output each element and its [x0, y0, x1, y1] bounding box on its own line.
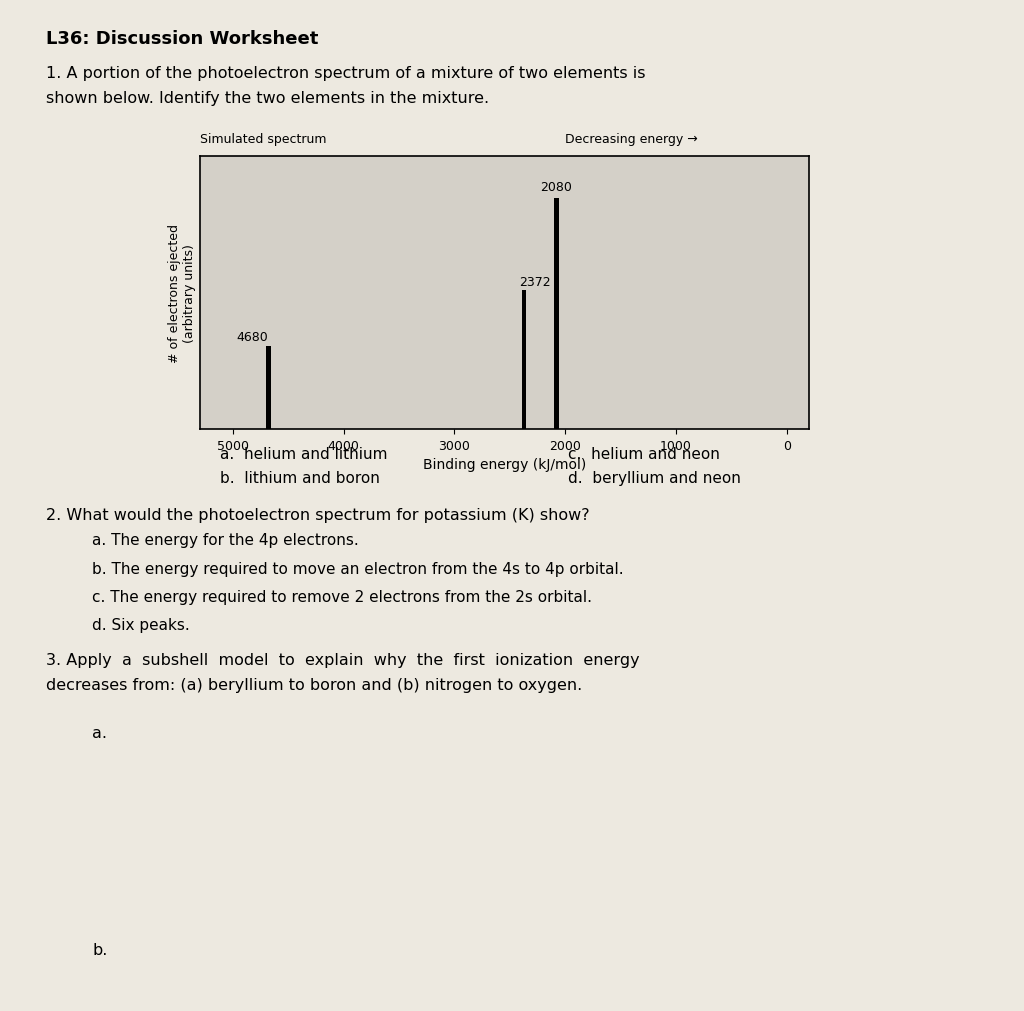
Text: a.  helium and lithium: a. helium and lithium: [220, 447, 388, 462]
Text: d. Six peaks.: d. Six peaks.: [92, 618, 189, 633]
Text: d.  beryllium and neon: d. beryllium and neon: [568, 470, 741, 485]
Text: 1. A portion of the photoelectron spectrum of a mixture of two elements is: 1. A portion of the photoelectron spectr…: [46, 66, 645, 81]
Text: shown below. Identify the two elements in the mixture.: shown below. Identify the two elements i…: [46, 91, 489, 106]
Text: decreases from: (a) beryllium to boron and (b) nitrogen to oxygen.: decreases from: (a) beryllium to boron a…: [46, 677, 583, 693]
Text: Decreasing energy →: Decreasing energy →: [565, 132, 698, 146]
Bar: [522, 291, 526, 430]
Text: Simulated spectrum: Simulated spectrum: [200, 132, 327, 146]
Bar: [554, 198, 559, 430]
Text: 2. What would the photoelectron spectrum for potassium (K) show?: 2. What would the photoelectron spectrum…: [46, 508, 590, 523]
Text: 3. Apply  a  subshell  model  to  explain  why  the  first  ionization  energy: 3. Apply a subshell model to explain why…: [46, 652, 640, 667]
Text: a.: a.: [92, 725, 108, 740]
X-axis label: Binding energy (kJ/mol): Binding energy (kJ/mol): [423, 458, 586, 472]
Text: 2372: 2372: [519, 276, 550, 288]
Bar: [266, 347, 270, 430]
Text: L36: Discussion Worksheet: L36: Discussion Worksheet: [46, 30, 318, 49]
Y-axis label: # of electrons ejected
(arbitrary units): # of electrons ejected (arbitrary units): [168, 223, 196, 363]
Text: c. The energy required to remove 2 electrons from the 2s orbital.: c. The energy required to remove 2 elect…: [92, 589, 592, 605]
Text: b. The energy required to move an electron from the 4s to 4p orbital.: b. The energy required to move an electr…: [92, 561, 624, 576]
Text: b.: b.: [92, 942, 108, 957]
Text: 4680: 4680: [237, 331, 268, 344]
Text: a. The energy for the 4p electrons.: a. The energy for the 4p electrons.: [92, 533, 358, 548]
Text: c.  helium and neon: c. helium and neon: [568, 447, 720, 462]
Text: 2080: 2080: [541, 181, 572, 194]
Text: b.  lithium and boron: b. lithium and boron: [220, 470, 380, 485]
